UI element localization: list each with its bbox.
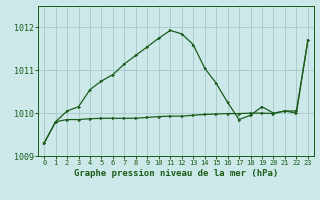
X-axis label: Graphe pression niveau de la mer (hPa): Graphe pression niveau de la mer (hPa) [74, 169, 278, 178]
